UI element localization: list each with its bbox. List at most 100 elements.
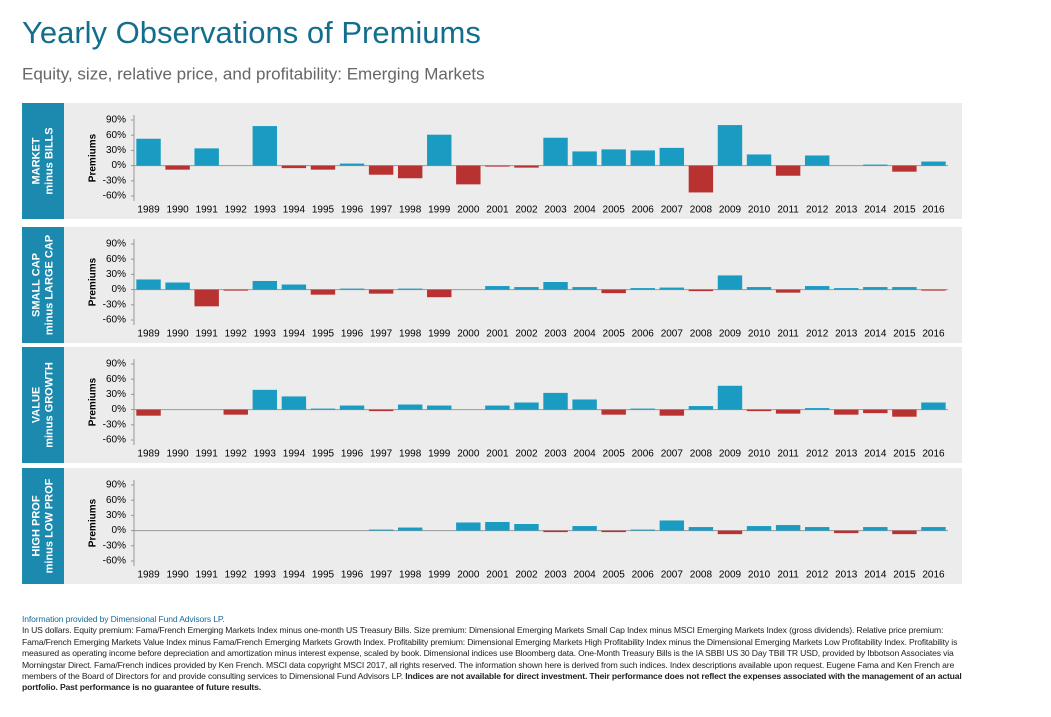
bar: [543, 392, 568, 410]
x-tick-label: 2000: [457, 329, 480, 340]
bar: [804, 155, 830, 166]
bar: [310, 289, 336, 295]
x-tick-label: 1996: [341, 329, 364, 340]
bar: [892, 409, 917, 417]
bar: [630, 288, 655, 290]
bar: [863, 164, 888, 166]
y-tick-label: -60%: [103, 315, 126, 326]
x-tick-label: 2001: [486, 205, 509, 216]
y-tick-label: 30%: [106, 145, 126, 156]
x-tick-label: 2011: [777, 329, 799, 340]
x-tick-label: 1989: [137, 449, 160, 460]
panel-background: [22, 347, 962, 463]
x-tick-label: 2010: [748, 205, 771, 216]
bar: [368, 289, 394, 294]
x-tick-label: 2004: [573, 329, 596, 340]
panel-label: minus LARGE CAP: [43, 235, 55, 335]
x-tick-label: 2012: [806, 570, 829, 581]
footnotes: Information provided by Dimensional Fund…: [22, 614, 962, 694]
panel-background: [22, 227, 962, 343]
x-tick-label: 1997: [370, 570, 393, 581]
bar: [310, 165, 336, 170]
x-tick-label: 2004: [573, 570, 596, 581]
x-tick-label: 1992: [225, 570, 248, 581]
chart: Yearly Observations of Premiums Equity, …: [22, 15, 962, 584]
bar: [281, 165, 307, 169]
x-tick-label: 1993: [254, 449, 277, 460]
x-tick-label: 1993: [254, 205, 277, 216]
bar: [543, 530, 568, 533]
x-tick-label: 1994: [283, 570, 306, 581]
bar: [339, 163, 365, 166]
bar: [717, 530, 743, 535]
x-tick-label: 1990: [166, 570, 189, 581]
x-tick-label: 2006: [632, 570, 655, 581]
y-tick-label: 60%: [106, 495, 126, 506]
bar: [688, 289, 714, 292]
x-tick-label: 1991: [196, 449, 219, 460]
x-tick-label: 1997: [370, 329, 393, 340]
y-tick-label: 90%: [106, 480, 126, 491]
panel-label: minus BILLS: [43, 127, 55, 194]
x-tick-label: 1994: [283, 205, 306, 216]
x-tick-label: 1992: [225, 329, 248, 340]
x-tick-label: 1999: [428, 570, 451, 581]
bar: [252, 126, 278, 166]
bar: [397, 527, 423, 531]
bar: [775, 409, 801, 414]
x-tick-label: 2007: [661, 449, 684, 460]
x-tick-label: 2008: [690, 449, 713, 460]
panel-label-box: [22, 103, 64, 219]
x-tick-label: 2012: [806, 329, 829, 340]
x-tick-label: 1995: [312, 449, 335, 460]
bar: [688, 406, 714, 410]
bar: [834, 409, 859, 415]
bar: [688, 165, 714, 193]
bar: [659, 287, 685, 290]
x-tick-label: 2005: [603, 449, 626, 460]
bar: [281, 284, 307, 290]
bar: [717, 385, 743, 410]
x-tick-label: 1999: [428, 205, 451, 216]
bar: [310, 408, 336, 410]
x-tick-label: 2002: [515, 205, 538, 216]
x-tick-label: 1996: [341, 205, 364, 216]
x-tick-label: 2005: [603, 329, 626, 340]
x-tick-label: 2009: [719, 570, 742, 581]
x-tick-label: 2000: [457, 205, 480, 216]
y-tick-label: -60%: [103, 556, 126, 567]
x-tick-label: 2003: [544, 329, 567, 340]
bar: [514, 165, 539, 168]
x-tick-label: 2006: [632, 329, 655, 340]
x-tick-label: 2003: [544, 570, 567, 581]
x-tick-label: 2015: [893, 205, 916, 216]
x-tick-label: 2005: [603, 205, 626, 216]
x-tick-label: 2010: [748, 449, 771, 460]
bar: [397, 165, 423, 179]
x-tick-label: 1989: [137, 570, 160, 581]
y-tick-label: -30%: [103, 299, 126, 310]
x-tick-label: 2003: [544, 205, 567, 216]
y-tick-label: 30%: [106, 269, 126, 280]
x-tick-label: 2007: [661, 329, 684, 340]
bar: [572, 151, 597, 166]
x-tick-label: 2001: [486, 449, 509, 460]
x-tick-label: 2001: [486, 570, 509, 581]
x-tick-label: 2008: [690, 570, 713, 581]
x-tick-label: 2001: [486, 329, 509, 340]
bar: [427, 134, 452, 166]
x-tick-label: 2007: [661, 570, 684, 581]
y-tick-label: -30%: [103, 419, 126, 430]
x-tick-label: 2012: [806, 449, 829, 460]
x-tick-label: 2013: [835, 449, 858, 460]
y-tick-label: 0%: [112, 404, 127, 415]
x-tick-label: 2016: [922, 570, 945, 581]
bar: [863, 409, 888, 414]
x-tick-label: 1991: [196, 570, 219, 581]
y-tick-label: -60%: [103, 191, 126, 202]
bar: [368, 409, 394, 412]
bar: [485, 405, 510, 410]
bar: [427, 289, 452, 298]
bar: [485, 165, 510, 167]
bar: [485, 286, 510, 290]
